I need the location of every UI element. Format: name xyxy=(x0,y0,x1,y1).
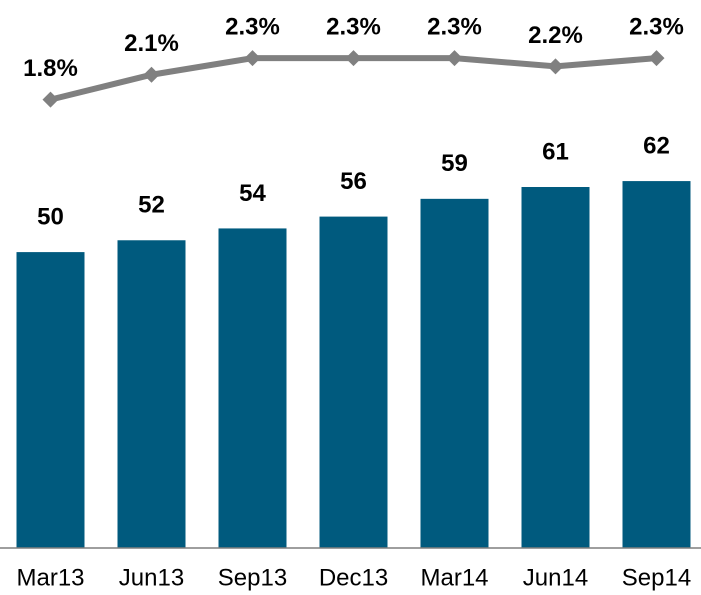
line-value-label: 2.2% xyxy=(528,22,583,49)
line-marker xyxy=(345,50,362,67)
bar-value-label: 54 xyxy=(239,180,266,207)
x-tick-label: Mar13 xyxy=(16,564,84,591)
bar xyxy=(622,181,691,548)
line-value-label: 2.3% xyxy=(225,13,280,40)
line-marker xyxy=(648,50,665,67)
line-marker xyxy=(547,58,564,75)
line-marker xyxy=(42,91,59,108)
line-value-label: 1.8% xyxy=(23,55,78,82)
bar xyxy=(218,228,287,549)
x-tick-label: Sep13 xyxy=(218,564,287,591)
line-marker xyxy=(143,66,160,83)
bar xyxy=(521,187,590,549)
bar-value-label: 52 xyxy=(138,192,165,219)
bar xyxy=(117,240,186,548)
x-tick-label: Dec13 xyxy=(319,564,388,591)
line-value-label: 2.3% xyxy=(629,13,684,40)
line-marker xyxy=(446,50,463,67)
bar xyxy=(319,216,388,548)
x-tick-label: Jun14 xyxy=(523,564,588,591)
bar-value-label: 59 xyxy=(441,150,468,177)
line-value-label: 2.1% xyxy=(124,30,179,57)
x-tick-label: Sep14 xyxy=(622,564,691,591)
bar xyxy=(16,252,85,548)
bar-value-label: 50 xyxy=(37,203,64,230)
bar xyxy=(420,198,489,548)
line-value-label: 2.3% xyxy=(326,13,381,40)
bar-value-label: 56 xyxy=(340,168,367,195)
line-value-label: 2.3% xyxy=(427,13,482,40)
bar-value-label: 61 xyxy=(542,138,569,165)
bar-value-label: 62 xyxy=(643,132,670,159)
x-tick-label: Jun13 xyxy=(119,564,184,591)
line-marker xyxy=(244,50,261,67)
x-tick-label: Mar14 xyxy=(420,564,488,591)
